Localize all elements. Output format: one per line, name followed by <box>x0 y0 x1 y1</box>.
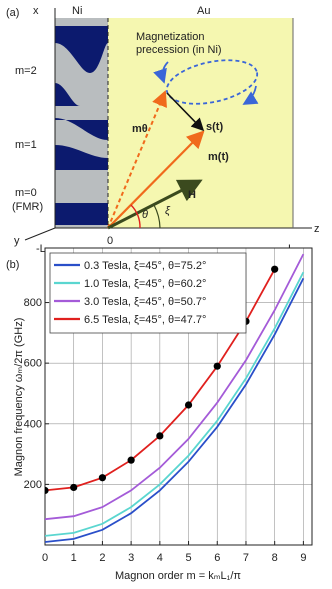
mode-label: m=0 <box>15 187 37 199</box>
precession-arrow <box>242 85 259 105</box>
panel-label: (b) <box>6 259 19 271</box>
data-point <box>70 483 78 492</box>
x-axis-label: Magnon order m = kₘL₁/π <box>115 570 241 582</box>
mode-label: m=2 <box>15 65 37 77</box>
legend-box <box>49 252 247 334</box>
series-line <box>45 253 305 521</box>
vector-label: m(t) <box>208 151 229 163</box>
axis-label: z <box>314 223 320 235</box>
m-vector <box>107 130 205 229</box>
x-tick-label: 1 <box>71 552 77 564</box>
panel-label: (a) <box>6 7 19 19</box>
panel-a: (a) x y z Ni Au Magnetization precession… <box>6 5 320 255</box>
data-point <box>213 362 221 370</box>
x-tick-label: 0 <box>42 552 48 564</box>
x-tick-label: 8 <box>272 552 278 564</box>
y-axis-label: Magnon frequency ωₘ/2π (GHz) <box>13 318 25 477</box>
data-point <box>271 265 279 273</box>
y-tick-label: 800 <box>24 297 42 309</box>
theta-arc <box>130 204 141 229</box>
region-label: Ni <box>72 5 82 17</box>
axis-label: x <box>33 5 39 17</box>
y-tick-label: 200 <box>24 479 42 491</box>
xi-arc <box>153 204 161 229</box>
y-axis <box>24 227 56 241</box>
z-tick-label: 0 <box>107 235 113 247</box>
m-theta-vector <box>107 90 167 229</box>
mode-label: m=1 <box>15 139 37 151</box>
vector-label: H <box>188 189 196 201</box>
annotation: Magnetization <box>136 31 205 43</box>
x-tick-label: 2 <box>99 552 105 564</box>
vector-label: mθ <box>132 123 148 135</box>
vector-label: s(t) <box>206 121 223 133</box>
series-line <box>45 277 305 543</box>
legend-label: 3.0 Tesla, ξ=45°, θ=50.7° <box>84 296 206 308</box>
data-point <box>156 432 164 440</box>
series-group <box>45 253 305 543</box>
region-label: Au <box>197 5 210 17</box>
x-tick-label: 9 <box>300 552 306 564</box>
data-point <box>127 456 135 464</box>
x-tick-label: 7 <box>243 552 249 564</box>
annotation: precession (in Ni) <box>136 44 222 56</box>
mode-1-profile <box>55 118 108 170</box>
h-vector <box>107 179 203 230</box>
legend-label: 1.0 Tesla, ξ=45°, θ=60.2° <box>84 278 206 290</box>
plot-frame <box>44 247 313 546</box>
mode-0-profile <box>55 203 108 225</box>
precession-arrow <box>153 61 169 84</box>
angle-label: θ <box>142 209 148 221</box>
mode-label: (FMR) <box>12 201 43 213</box>
series-line <box>45 271 305 537</box>
y-tick-label: 600 <box>24 358 42 370</box>
x-tick-label: 3 <box>128 552 134 564</box>
data-point <box>45 486 49 495</box>
legend-label: 0.3 Tesla, ξ=45°, θ=75.2° <box>84 260 206 272</box>
x-tick-label: 4 <box>157 552 163 564</box>
s-vector <box>166 92 205 132</box>
x-tick-label: 5 <box>185 552 191 564</box>
axis-label: y <box>14 235 20 247</box>
legend-label: 6.5 Tesla, ξ=45°, θ=47.7° <box>84 314 206 326</box>
angle-label: ξ <box>165 205 171 217</box>
data-point <box>98 474 107 482</box>
mode-2-profile <box>55 26 108 106</box>
data-point <box>184 401 193 409</box>
y-tick-label: 400 <box>24 418 42 430</box>
x-tick-label: 6 <box>214 552 220 564</box>
panel-b: (b) Magnon order m = kₘL₁/π Magnon frequ… <box>6 247 313 582</box>
precession-orbit <box>165 59 259 105</box>
